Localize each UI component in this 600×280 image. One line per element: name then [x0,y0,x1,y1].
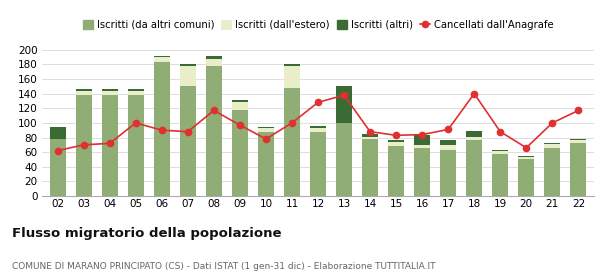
Bar [492,151,508,154]
Bar [414,135,430,145]
Bar [50,139,65,196]
Bar [362,137,378,139]
Bar [101,89,118,92]
Bar [310,128,326,132]
Bar [544,143,560,144]
Bar [440,140,456,145]
Bar [518,157,535,159]
Bar [414,148,430,196]
Bar [492,154,508,196]
Bar [336,86,352,123]
Bar [571,139,586,141]
Bar [388,140,404,142]
Bar [284,88,300,196]
Bar [128,92,144,95]
Bar [128,89,144,92]
Legend: Iscritti (da altri comuni), Iscritti (dall'estero), Iscritti (altri), Cancellati: Iscritti (da altri comuni), Iscritti (da… [83,20,553,30]
Bar [154,62,170,196]
Bar [180,66,196,86]
Bar [180,86,196,196]
Bar [76,92,92,95]
Bar [258,127,274,128]
Bar [154,56,170,57]
Bar [571,141,586,143]
Bar [362,139,378,196]
Bar [258,132,274,196]
Bar [101,95,118,196]
Bar [284,64,300,66]
Bar [128,95,144,196]
Bar [518,156,535,157]
Bar [466,137,482,141]
Bar [414,145,430,148]
Bar [154,57,170,62]
Bar [258,128,274,132]
Text: Flusso migratorio della popolazione: Flusso migratorio della popolazione [12,227,281,240]
Bar [76,88,92,92]
Bar [388,142,404,146]
Bar [492,150,508,151]
Bar [101,92,118,95]
Bar [388,146,404,196]
Bar [518,159,535,196]
Bar [571,143,586,196]
Bar [310,132,326,196]
Bar [206,59,222,66]
Bar [180,64,196,66]
Bar [232,102,248,110]
Bar [232,110,248,196]
Bar [50,127,65,139]
Bar [466,131,482,137]
Bar [232,100,248,102]
Bar [544,144,560,148]
Bar [362,134,378,137]
Bar [466,141,482,196]
Bar [440,150,456,196]
Bar [206,56,222,59]
Bar [544,148,560,196]
Bar [310,126,326,128]
Bar [440,145,456,150]
Bar [206,66,222,196]
Text: COMUNE DI MARANO PRINCIPATO (CS) - Dati ISTAT (1 gen-31 dic) - Elaborazione TUTT: COMUNE DI MARANO PRINCIPATO (CS) - Dati … [12,262,436,271]
Bar [76,95,92,196]
Bar [284,66,300,88]
Bar [336,123,352,196]
